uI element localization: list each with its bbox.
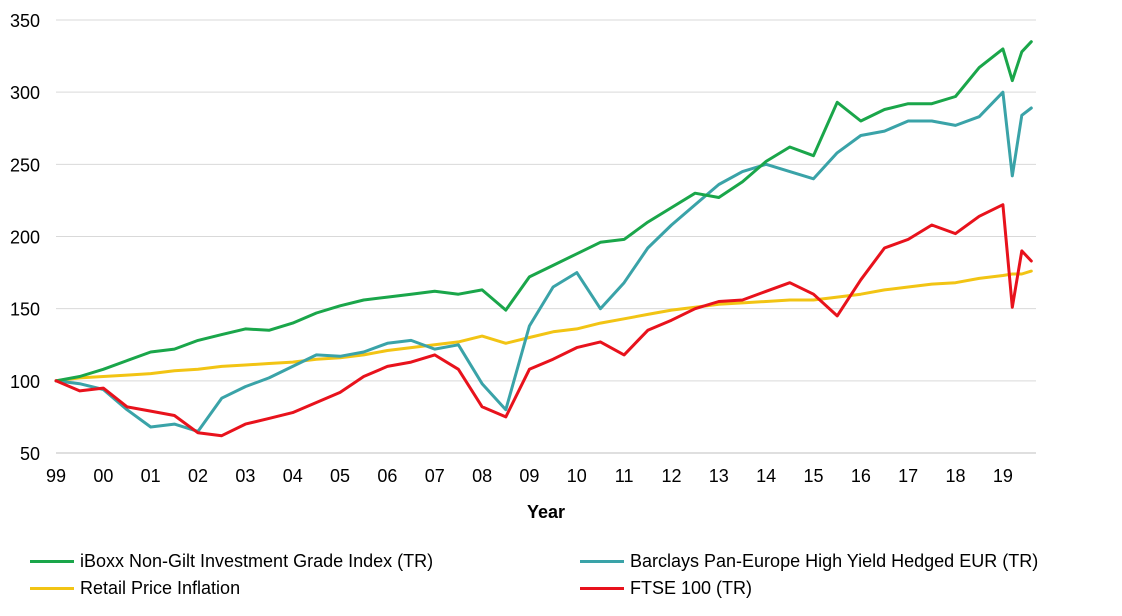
x-tick-label: 14	[756, 466, 776, 486]
x-tick-label: 19	[993, 466, 1013, 486]
y-tick-label: 350	[10, 11, 40, 31]
x-tick-label: 18	[946, 466, 966, 486]
x-tick-label: 00	[93, 466, 113, 486]
legend-swatch-ftse	[580, 586, 624, 590]
series-line-0	[54, 40, 1033, 383]
x-tick-label: 07	[425, 466, 445, 486]
x-axis: 99 00 01 02 03 04 05 06 07 08 09 10 11 12 13 14 15 16 17 18…	[46, 466, 1013, 486]
x-tick-label: 13	[709, 466, 729, 486]
y-tick-label: 250	[10, 155, 40, 175]
legend: iBoxx Non-Gilt Investment Grade Index (T…	[30, 548, 1120, 608]
x-axis-title: Year	[527, 502, 565, 522]
x-tick-label: 03	[235, 466, 255, 486]
legend-label-iboxx: iBoxx Non-Gilt Investment Grade Index (T…	[80, 550, 434, 571]
grid-layer	[56, 19, 1036, 454]
line-chart: 50 100 150 200 250 300 350 99 00 01 02 03 04 05 06 07 0…	[10, 11, 1036, 522]
y-tick-label: 150	[10, 300, 40, 320]
x-tick-label: 15	[803, 466, 823, 486]
y-tick-label: 100	[10, 372, 40, 392]
x-tick-label: 09	[519, 466, 539, 486]
x-tick-label: 16	[851, 466, 871, 486]
x-tick-label: 02	[188, 466, 208, 486]
x-tick-label: 05	[330, 466, 350, 486]
legend-item-ftse: FTSE 100 (TR)	[580, 575, 752, 601]
legend-label-barclays: Barclays Pan-Europe High Yield Hedged EU…	[630, 550, 1039, 571]
y-axis: 50 100 150 200 250 300 350	[10, 11, 40, 464]
x-tick-label: 08	[472, 466, 492, 486]
x-tick-label: 17	[898, 466, 918, 486]
legend-label-rpi: Retail Price Inflation	[80, 577, 241, 598]
series-layer	[54, 40, 1033, 438]
x-tick-label: 06	[377, 466, 397, 486]
x-tick-label: 04	[283, 466, 303, 486]
x-tick-label: 12	[661, 466, 681, 486]
x-tick-label: 11	[615, 466, 634, 486]
x-tick-label: 01	[141, 466, 161, 486]
legend-item-barclays: Barclays Pan-Europe High Yield Hedged EU…	[580, 548, 1038, 574]
series-line-3	[54, 203, 1033, 438]
series-line-2	[54, 269, 1033, 383]
x-tick-label: 99	[46, 466, 66, 486]
legend-swatch-iboxx	[30, 559, 74, 563]
y-tick-label: 50	[20, 444, 40, 464]
legend-item-iboxx: iBoxx Non-Gilt Investment Grade Index (T…	[30, 548, 433, 574]
legend-swatch-barclays	[580, 559, 624, 563]
legend-item-rpi: Retail Price Inflation	[30, 575, 240, 601]
legend-swatch-rpi	[30, 586, 74, 590]
y-tick-label: 300	[10, 83, 40, 103]
series-line-1	[54, 90, 1033, 433]
legend-label-ftse: FTSE 100 (TR)	[630, 577, 753, 598]
y-tick-label: 200	[10, 228, 40, 248]
x-tick-label: 10	[567, 466, 587, 486]
